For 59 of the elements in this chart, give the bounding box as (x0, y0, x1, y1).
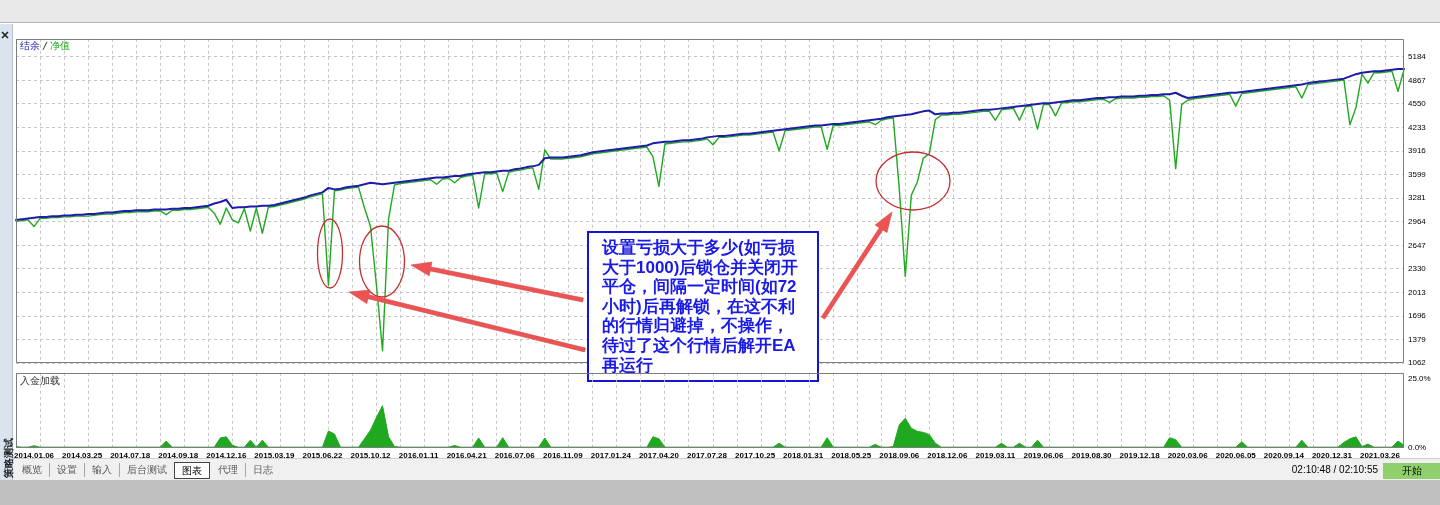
x-tick-label: 2016.04.21 (446, 451, 488, 460)
x-tick-label: 2018.12.06 (927, 451, 968, 460)
text: 代理 (217, 463, 239, 477)
y-tick-label: 4550 (1408, 99, 1427, 109)
y-tick-label: 3281 (1408, 193, 1427, 203)
x-tick-label: 2015.10.12 (350, 451, 392, 460)
y-tick-label: 2330 (1408, 264, 1427, 274)
x-tick-label: 2019.12.18 (1119, 451, 1161, 460)
text: 结余 (20, 39, 40, 51)
x-tick-label: 2017.01.24 (590, 451, 632, 460)
x-tick-label: 2020.03.06 (1167, 451, 1209, 460)
y-tick-label: 1062 (1408, 358, 1427, 368)
x-tick-label: 2014.12.16 (206, 451, 247, 460)
x-tick-label: 2016.07.06 (494, 451, 536, 460)
y-tick-label: 2013 (1408, 287, 1427, 297)
y-tick-label: 2964 (1408, 217, 1427, 227)
text: 后台测试 (119, 463, 174, 477)
text: 设置 (49, 463, 84, 477)
x-tick-label: 2019.03.11 (975, 451, 1016, 460)
x-tick-label: 2020.06.05 (1215, 451, 1257, 460)
x-tick-label: 2016.01.11 (398, 451, 439, 460)
text: 图表 (174, 461, 210, 479)
x-tick-label: 2018.01.31 (783, 451, 824, 460)
y-tick-label: 5184 (1408, 51, 1427, 61)
text: 开始 (1383, 463, 1440, 479)
x-tick-label: 2020.09.14 (1263, 451, 1305, 460)
text: 净值 (50, 39, 70, 51)
x-tick-label: 2014.03.25 (62, 451, 103, 460)
y-tick-label: 1696 (1408, 311, 1427, 321)
x-tick-label: 2015.03.19 (254, 451, 295, 460)
x-tick-label: 2018.05.25 (831, 451, 872, 460)
y-tick-label: 25.0% (1408, 373, 1431, 383)
y-tick-label: 2647 (1408, 240, 1427, 250)
x-tick-label: 2019.06.06 (1023, 451, 1065, 460)
x-tick-label: 2017.04.20 (638, 451, 680, 460)
y-tick-label: 4867 (1408, 75, 1427, 85)
y-tick-label: 1379 (1408, 334, 1427, 344)
x-tick-label: 2021.03.26 (1359, 451, 1401, 460)
x-tick-label: 2019.08.30 (1071, 451, 1113, 460)
x-tick-label: 2018.09.06 (879, 451, 920, 460)
x-tick-label: 2014.01.06 (14, 451, 55, 460)
text: 策略测试 (1, 437, 13, 478)
x-tick-label: 2014.07.18 (110, 451, 151, 460)
x-tick-label: 2016.11.09 (542, 451, 584, 460)
text: 输入 (84, 463, 119, 477)
x-tick-label: 2014.09.18 (158, 451, 199, 460)
y-tick-label: 3599 (1408, 169, 1427, 179)
x-tick-label: 2017.07.28 (686, 451, 728, 460)
y-tick-label: 0.0% (1408, 443, 1427, 453)
text: 日志 (245, 463, 280, 477)
y-tick-label: 4233 (1408, 122, 1427, 132)
annotation: 设置亏损大于多少(如亏损大于1000)后锁仓并关闭开平仓，间隔一定时间(如72小时)后再解锁，在这不利的行情归避掉，不操作，待过了这个行情后解开EA再运行 (587, 231, 819, 382)
chart-title: 入金加载 (20, 374, 60, 386)
x-tick-label: 2017.10.25 (735, 451, 776, 460)
text: 02:10:48 / 02:10:55 (1291, 464, 1378, 476)
y-tick-label: 3916 (1408, 146, 1427, 156)
x-tick-label: 2020.12.31 (1311, 451, 1353, 460)
x-tick-label: 2015.06.22 (302, 451, 344, 460)
text: 概览 (21, 463, 43, 477)
